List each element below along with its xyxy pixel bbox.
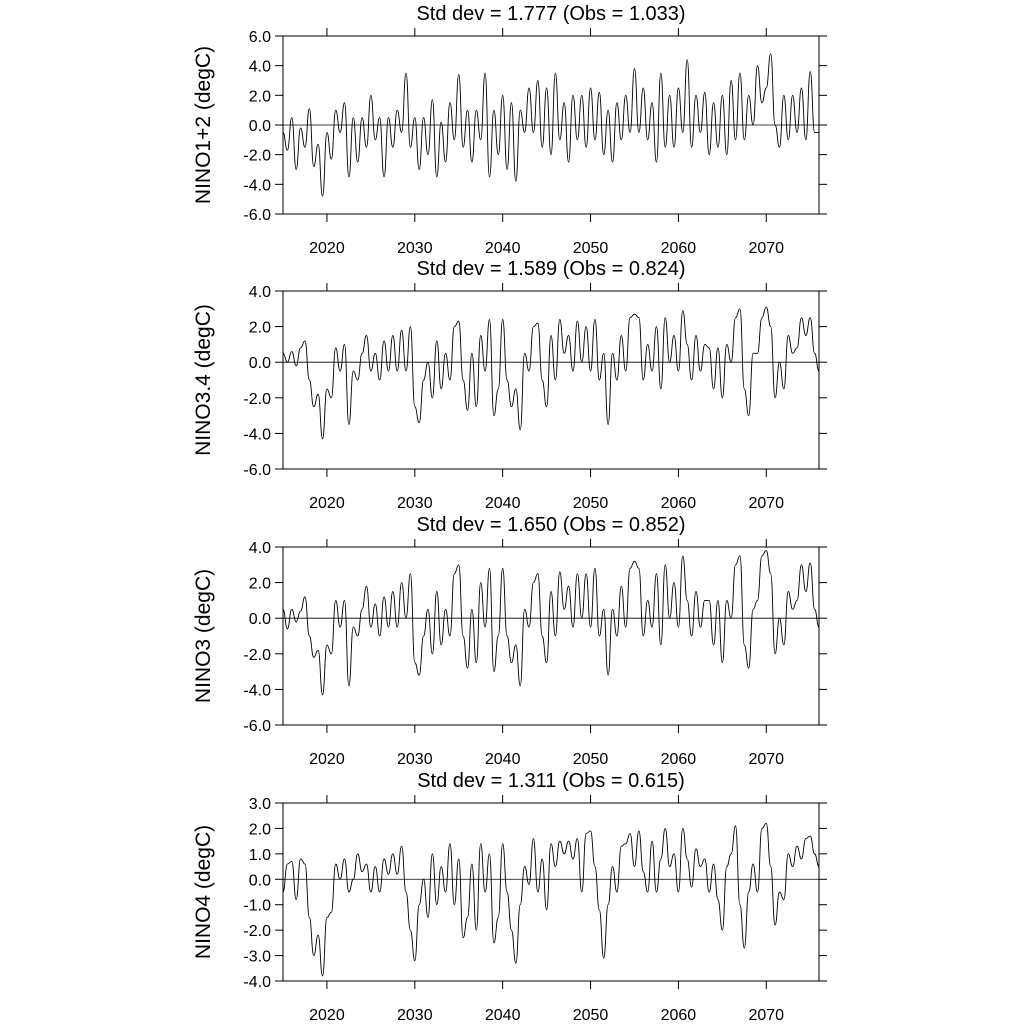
- y-tick-label: 0.0: [249, 118, 271, 135]
- plot-frame: [282, 35, 820, 215]
- y-tick-label: -4.0: [243, 177, 271, 194]
- x-tick-label: 2070: [748, 751, 784, 768]
- x-tick-label: 2020: [309, 751, 345, 768]
- panel-title: Std dev = 1.650 (Obs = 0.852): [416, 514, 685, 536]
- y-tick-label: 0.0: [249, 611, 271, 628]
- y-tick-label: 4.0: [249, 59, 271, 76]
- panel: Std dev = 1.589 (Obs = 0.824) NINO3.4 (de…: [192, 258, 827, 512]
- series-line: [283, 53, 819, 197]
- x-tick-label: 2060: [661, 1007, 697, 1024]
- x-tick-label: 2030: [397, 1007, 433, 1024]
- panel: Std dev = 1.650 (Obs = 0.852) NINO3 (degC…: [192, 514, 827, 768]
- y-tick-label: -4.0: [243, 682, 271, 699]
- y-tick-label: -1.0: [243, 898, 271, 915]
- plot-frame: [282, 290, 820, 470]
- plot-frame: [282, 802, 820, 982]
- x-tick-label: 2040: [485, 495, 521, 512]
- x-tick-label: 2020: [309, 1007, 345, 1024]
- x-tick-label: 2050: [573, 751, 609, 768]
- x-tick-label: 2040: [485, 751, 521, 768]
- x-tick-label: 2030: [397, 495, 433, 512]
- y-tick-label: 3.0: [249, 796, 271, 813]
- y-tick-label: 4.0: [249, 540, 271, 557]
- y-axis-label: NINO3.4 (degC): [192, 304, 215, 456]
- y-tick-label: -6.0: [243, 207, 271, 224]
- x-tick-label: 2030: [397, 240, 433, 257]
- y-tick-label: -3.0: [243, 949, 271, 966]
- y-tick-label: -6.0: [243, 462, 271, 479]
- y-tick-label: 6.0: [249, 29, 271, 46]
- y-tick-label: -4.0: [243, 426, 271, 443]
- x-tick-label: 2040: [485, 1007, 521, 1024]
- y-axis-label: NINO1+2 (degC): [192, 46, 215, 204]
- panel: Std dev = 1.777 (Obs = 1.033) NINO1+2 (de…: [192, 3, 827, 257]
- y-tick-label: -2.0: [243, 923, 271, 940]
- x-tick-label: 2050: [573, 240, 609, 257]
- x-tick-label: 2060: [661, 495, 697, 512]
- x-tick-label: 2020: [309, 495, 345, 512]
- x-tick-label: 2060: [661, 751, 697, 768]
- y-tick-label: 0.0: [249, 355, 271, 372]
- y-tick-label: -2.0: [243, 391, 271, 408]
- panel-title: Std dev = 1.589 (Obs = 0.824): [416, 258, 685, 280]
- y-tick-label: -2.0: [243, 148, 271, 165]
- series-line: [283, 550, 819, 696]
- x-tick-label: 2030: [397, 751, 433, 768]
- x-tick-label: 2070: [748, 495, 784, 512]
- y-tick-label: 2.0: [249, 576, 271, 593]
- y-tick-label: -4.0: [243, 974, 271, 991]
- panel: Std dev = 1.311 (Obs = 0.615) NINO4 (degC…: [192, 770, 827, 1024]
- x-tick-label: 2050: [573, 1007, 609, 1024]
- y-tick-label: 1.0: [249, 847, 271, 864]
- x-tick-label: 2020: [309, 240, 345, 257]
- y-tick-label: -6.0: [243, 718, 271, 735]
- plot-frame: [282, 546, 820, 726]
- x-tick-label: 2050: [573, 495, 609, 512]
- y-tick-label: 2.0: [249, 88, 271, 105]
- x-tick-label: 2070: [748, 1007, 784, 1024]
- y-tick-label: 0.0: [249, 872, 271, 889]
- y-tick-label: -2.0: [243, 647, 271, 664]
- y-tick-label: 2.0: [249, 320, 271, 337]
- y-axis-label: NINO4 (degC): [192, 825, 215, 959]
- x-tick-label: 2070: [748, 240, 784, 257]
- panel-title: Std dev = 1.777 (Obs = 1.033): [416, 3, 685, 25]
- y-tick-label: 4.0: [249, 284, 271, 301]
- x-tick-label: 2060: [661, 240, 697, 257]
- series-line: [283, 306, 819, 440]
- series-line: [283, 822, 819, 977]
- y-tick-label: 2.0: [249, 821, 271, 838]
- panel-title: Std dev = 1.311 (Obs = 0.615): [417, 770, 685, 792]
- y-axis-label: NINO3 (degC): [192, 569, 215, 703]
- x-tick-label: 2040: [485, 240, 521, 257]
